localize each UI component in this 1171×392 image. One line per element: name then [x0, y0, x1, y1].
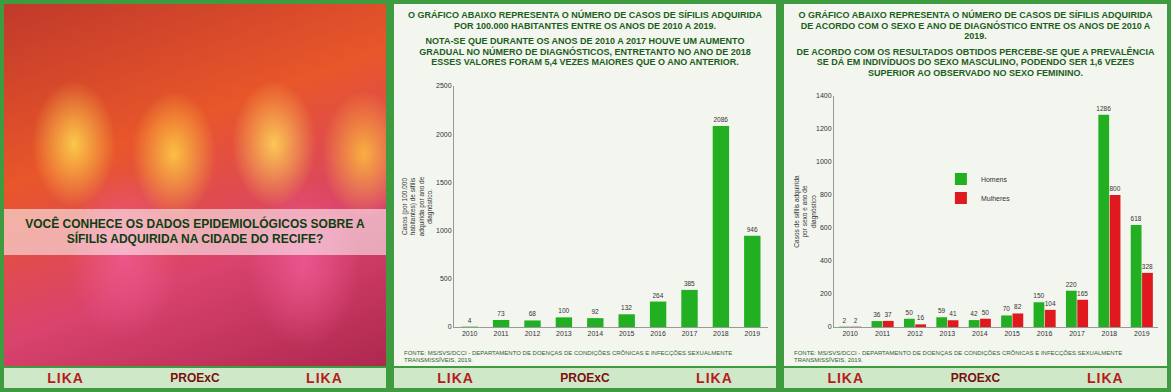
svg-text:36: 36 — [873, 311, 881, 318]
svg-text:2015: 2015 — [1004, 330, 1020, 337]
svg-text:2019: 2019 — [745, 330, 761, 337]
svg-text:0: 0 — [448, 323, 452, 330]
svg-text:1000: 1000 — [436, 227, 452, 234]
html-text:LIKA: LIKA — [1086, 370, 1124, 386]
html-text:LIKA: LIKA — [696, 369, 733, 386]
svg-text:2012: 2012 — [907, 330, 923, 337]
svg-text:2011: 2011 — [494, 330, 509, 337]
svg-text:618: 618 — [1131, 215, 1142, 222]
svg-text:2018: 2018 — [1102, 330, 1118, 337]
svg-text:50: 50 — [982, 309, 990, 316]
html-text:PROExC: PROExC — [560, 370, 610, 385]
html-text:FONTE: MS/SVS/DCCI - DEPARTAME: FONTE: MS/SVS/DCCI - DEPARTAMENTO DE DOE… — [404, 349, 733, 363]
svg-text:59: 59 — [938, 307, 946, 314]
svg-text:92: 92 — [591, 308, 599, 315]
svg-text:946: 946 — [747, 225, 758, 232]
html-text:PROExC: PROExC — [170, 371, 220, 385]
svg-text:100: 100 — [558, 307, 569, 314]
svg-text:2000: 2000 — [436, 130, 452, 137]
html-text:PROExC: PROExC — [950, 371, 1001, 385]
html-text:LIKA: LIKA — [437, 369, 474, 386]
svg-text:82: 82 — [1014, 303, 1022, 310]
svg-text:2500: 2500 — [436, 82, 452, 89]
svg-text:Mulheres: Mulheres — [981, 195, 1010, 202]
svg-text:132: 132 — [621, 304, 632, 311]
svg-text:2019: 2019 — [1134, 330, 1150, 337]
svg-text:73: 73 — [497, 309, 505, 316]
svg-text:16: 16 — [917, 314, 925, 321]
html-text:NOTA-SE QUE DURANTE OS ANOS DE: NOTA-SE QUE DURANTE OS ANOS DE 2010 A 20… — [419, 36, 751, 67]
svg-text:2017: 2017 — [1069, 330, 1085, 337]
svg-text:800: 800 — [820, 191, 832, 198]
svg-text:800: 800 — [1109, 185, 1120, 192]
svg-text:150: 150 — [1033, 292, 1044, 299]
svg-text:1200: 1200 — [816, 125, 832, 132]
svg-text:2014: 2014 — [588, 330, 604, 337]
html-text:O GRÁFICO ABAIXO REPRESENTA O: O GRÁFICO ABAIXO REPRESENTA O NÚMERO DE … — [798, 10, 1153, 41]
html-text:DE ACORDO COM OS RESULTADOS OB: DE ACORDO COM OS RESULTADOS OBTIDOS PERC… — [796, 46, 1155, 78]
svg-text:600: 600 — [820, 224, 832, 231]
svg-text:500: 500 — [440, 275, 452, 282]
svg-text:165: 165 — [1077, 290, 1088, 297]
html-text:LIKA: LIKA — [306, 370, 343, 386]
svg-text:104: 104 — [1045, 300, 1056, 307]
svg-text:2016: 2016 — [650, 330, 666, 337]
svg-text:264: 264 — [652, 291, 663, 298]
svg-text:1400: 1400 — [816, 92, 832, 99]
svg-text:2014: 2014 — [972, 330, 988, 337]
svg-text:42: 42 — [970, 310, 978, 317]
svg-text:2: 2 — [854, 317, 858, 324]
svg-text:37: 37 — [884, 311, 892, 318]
svg-text:50: 50 — [906, 309, 914, 316]
svg-text:1286: 1286 — [1096, 105, 1111, 112]
svg-text:2015: 2015 — [619, 330, 635, 337]
svg-text:2013: 2013 — [556, 330, 572, 337]
svg-text:70: 70 — [1003, 305, 1011, 312]
svg-text:4: 4 — [468, 316, 472, 323]
html-text:LIKA: LIKA — [47, 370, 84, 386]
svg-text:1500: 1500 — [436, 178, 452, 185]
svg-text:Casos de sífilis adquiridapor: Casos de sífilis adquiridapor sexo e ano… — [793, 175, 818, 248]
svg-text:2018: 2018 — [713, 330, 729, 337]
svg-text:41: 41 — [949, 310, 957, 317]
svg-text:2010: 2010 — [842, 330, 858, 337]
svg-text:Homens: Homens — [981, 176, 1008, 183]
svg-text:220: 220 — [1066, 281, 1077, 288]
html-text:VOCÊ CONHECE OS DADOS EPIDEMIO: VOCÊ CONHECE OS DADOS EPIDEMIOLÓGICOS SO… — [25, 217, 365, 246]
html-text:LIKA: LIKA — [827, 370, 864, 386]
svg-text:2017: 2017 — [682, 330, 698, 337]
svg-text:2086: 2086 — [713, 115, 728, 122]
svg-text:2: 2 — [843, 317, 847, 324]
svg-text:200: 200 — [820, 290, 832, 297]
svg-text:68: 68 — [529, 310, 537, 317]
svg-text:0: 0 — [828, 323, 832, 330]
html-text:O GRÁFICO ABAIXO REPRESENTA O: O GRÁFICO ABAIXO REPRESENTA O NÚMERO DE … — [408, 10, 762, 31]
svg-text:2011: 2011 — [875, 330, 890, 337]
svg-text:400: 400 — [820, 257, 832, 264]
svg-text:328: 328 — [1142, 263, 1153, 270]
svg-text:2013: 2013 — [940, 330, 956, 337]
svg-text:2016: 2016 — [1037, 330, 1053, 337]
svg-text:2012: 2012 — [525, 330, 541, 337]
svg-text:2010: 2010 — [462, 330, 478, 337]
svg-text:1000: 1000 — [816, 158, 832, 165]
html-text:FONTE: MS/SVS/DCCI - DEPARTAME: FONTE: MS/SVS/DCCI - DEPARTAMENTO DE DOE… — [794, 350, 1123, 363]
svg-text:385: 385 — [684, 279, 695, 286]
svg-text:Casos (por 100.000habitantes): Casos (por 100.000habitantes) de sífilis… — [401, 176, 434, 236]
